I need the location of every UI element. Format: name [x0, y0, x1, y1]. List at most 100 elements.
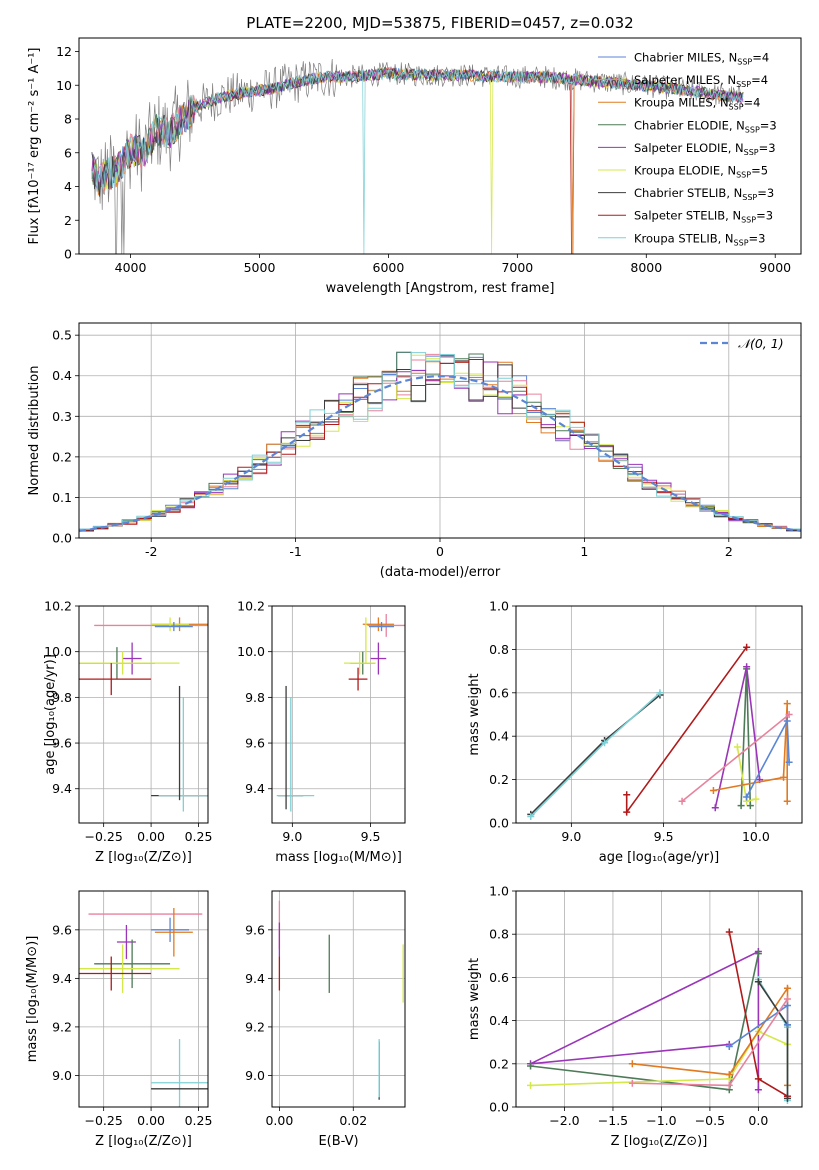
weight-marker — [780, 773, 788, 781]
weight-marker — [733, 743, 741, 751]
age_vs_z-plot-area — [79, 617, 208, 812]
y-tick-label: 0.8 — [489, 642, 509, 657]
weight-marker — [754, 978, 762, 986]
x-tick-label: 0.02 — [339, 1113, 367, 1128]
axes-frame — [78, 37, 802, 255]
legend-label: Kroupa ELODIE, NSSP=5 — [634, 164, 768, 180]
weight-marker — [743, 793, 751, 801]
x-tick-label: 10.0 — [742, 829, 770, 844]
weight-marker — [785, 711, 793, 718]
weight_vs_z-plot-area — [527, 928, 791, 1105]
y-tick-label: 9.4 — [245, 781, 265, 796]
weight-marker — [725, 1071, 733, 1079]
x-tick-label: 9.5 — [654, 829, 674, 844]
y-tick-label: 0.6 — [489, 970, 509, 985]
chart-mass_vs_z: −0.25 0.00 0.25 9.0 9.2 9.4 9.6 Z [log₁₀(Z/Z⊙)]… — [25, 890, 213, 1149]
weight-marker — [725, 1043, 733, 1051]
axes-frame — [271, 890, 406, 1108]
y-tick-label: 10.0 — [237, 644, 265, 659]
normal-curve — [79, 375, 801, 532]
weight-marker — [628, 1060, 636, 1068]
histogram-salpeter_stelib — [79, 355, 801, 534]
weight-line-salpeter_miles — [681, 713, 790, 802]
weight-marker — [678, 797, 686, 805]
y-tick-label: 6 — [64, 145, 72, 160]
y-tick-label: 10.2 — [237, 599, 265, 614]
y-tick-label: 0.3 — [52, 409, 72, 424]
y-tick-label: 10.0 — [44, 644, 72, 659]
y-tick-label: 9.6 — [245, 922, 265, 937]
y-axis-label: Flux [fλ10⁻¹⁷ erg cm⁻² s⁻¹ A⁻¹] — [27, 48, 42, 245]
y-tick-label: 9.4 — [52, 971, 72, 986]
chart-age_vs_z: −0.25 0.00 0.25 9.4 9.6 9.8 10.0 10.2 Z [log₁₀(Z… — [43, 599, 212, 866]
histogram-plot-area — [79, 351, 801, 534]
y-tick-label: 9.6 — [52, 736, 72, 751]
x-tick-label: 5000 — [244, 260, 276, 275]
x-tick-label: 9.0 — [282, 829, 302, 844]
y-axis-label: mass weight — [467, 673, 482, 755]
axes-frame — [515, 605, 803, 824]
chart-spectrum: 4000 5000 6000 7000 8000 9000 0 2 4 6 8 10 12 wavelen… — [27, 37, 802, 296]
legend-label: Chabrier MILES, NSSP=4 — [634, 51, 769, 67]
y-tick-label: 0.4 — [52, 368, 72, 383]
x-axis-label: Z [log₁₀(Z/Z⊙)] — [95, 1134, 192, 1149]
weight-marker — [783, 1001, 791, 1009]
x-tick-label: −0.25 — [85, 829, 123, 844]
y-tick-label: 0.0 — [489, 1100, 509, 1115]
axes-frame — [78, 322, 802, 539]
legend-label: Chabrier ELODIE, NSSP=3 — [634, 118, 777, 134]
y-tick-label: 8 — [64, 112, 72, 127]
weight-marker — [737, 802, 745, 810]
x-tick-label: 0.25 — [185, 1113, 213, 1128]
x-tick-label: 8000 — [630, 260, 662, 275]
y-tick-label: 0.0 — [52, 531, 72, 546]
axes-frame — [78, 605, 209, 824]
y-axis-label: Normed distribution — [27, 366, 42, 496]
y-tick-label: 9.8 — [245, 690, 265, 705]
y-tick-label: 9.6 — [245, 736, 265, 751]
x-tick-label: 1 — [580, 544, 588, 559]
weight-marker — [711, 804, 719, 812]
legend-label: 𝒩(0, 1) — [738, 336, 784, 351]
y-tick-label: 0.0 — [489, 816, 509, 831]
weight-marker — [783, 797, 791, 805]
age_vs_mass-plot-area — [276, 613, 405, 812]
weight-marker — [656, 689, 664, 697]
y-tick-label: 9.2 — [52, 1019, 72, 1034]
weight-marker — [527, 1062, 535, 1070]
y-tick-label: 9.8 — [52, 690, 72, 705]
y-axis-label: mass [log₁₀(M/M⊙)] — [25, 936, 40, 1063]
weight-marker — [783, 995, 791, 1003]
weight-marker — [783, 1094, 791, 1102]
weight-line-salpeter_elodie — [530, 950, 760, 1090]
weight-marker — [746, 802, 754, 810]
x-tick-label: 0.00 — [137, 1113, 165, 1128]
x-tick-label: −1.5 — [598, 1113, 628, 1128]
legend-label: Chabrier STELIB, NSSP=3 — [634, 186, 774, 202]
weight-marker — [527, 812, 535, 820]
legend-label: Kroupa STELIB, NSSP=3 — [634, 231, 765, 247]
weight-marker — [783, 717, 791, 725]
weight-marker — [783, 984, 791, 992]
weight-marker — [623, 791, 631, 799]
x-tick-label: -1 — [289, 544, 301, 559]
y-tick-label: 0.2 — [489, 1056, 509, 1071]
weight-marker — [725, 928, 733, 936]
x-tick-label: 0.00 — [137, 829, 165, 844]
figure-title: PLATE=2200, MJD=53875, FIBERID=0457, z=0… — [246, 14, 633, 32]
y-tick-label: 0.4 — [489, 1013, 509, 1028]
model-kroupa_stelib — [91, 68, 744, 254]
x-tick-label: 6000 — [373, 260, 405, 275]
y-tick-label: 9.0 — [245, 1068, 265, 1083]
y-tick-label: 9.4 — [52, 781, 72, 796]
y-tick-label: 10 — [56, 78, 72, 93]
y-tick-label: 9.0 — [52, 1068, 72, 1083]
y-tick-label: 10.2 — [44, 599, 72, 614]
spectrum-plot-area — [91, 58, 744, 254]
y-tick-label: 0.4 — [489, 729, 509, 744]
x-axis-label: E(B-V) — [318, 1134, 358, 1149]
weight-marker — [752, 795, 760, 803]
x-axis-label: Z [log₁₀(Z/Z⊙)] — [95, 850, 192, 865]
x-tick-label: 0.0 — [748, 1113, 768, 1128]
